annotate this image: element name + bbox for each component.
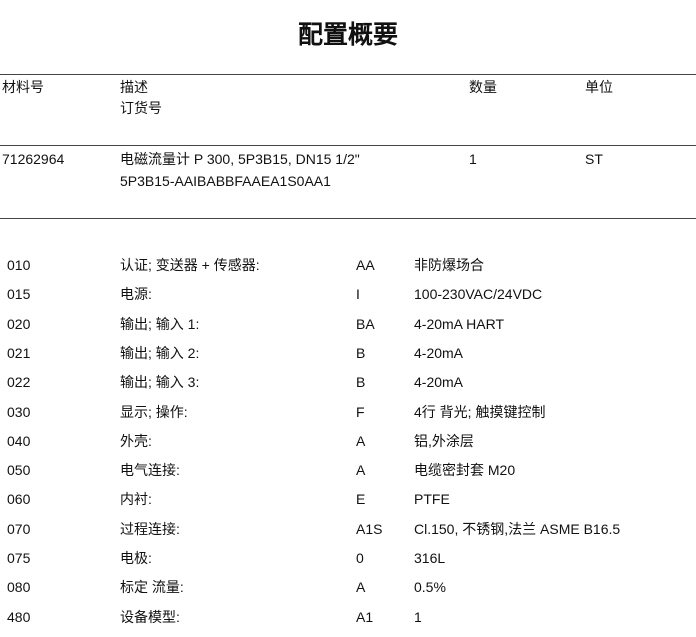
config-row: 010 认证; 变送器 + 传感器: AA 非防爆场合 <box>0 256 696 276</box>
config-position: 021 <box>7 344 31 361</box>
config-position: 015 <box>7 286 31 303</box>
config-feature: 电极: <box>120 550 152 566</box>
config-value: 4-20mA HART <box>414 315 504 332</box>
config-code: AA <box>356 257 375 273</box>
config-position: 050 <box>7 462 31 479</box>
config-row: 021 输出; 输入 2: B 4-20mA <box>0 344 696 364</box>
config-row: 020 输出; 输入 1: BA 4-20mA HART <box>0 315 696 335</box>
config-position: 080 <box>7 579 31 596</box>
item-unit: ST <box>585 151 603 167</box>
config-feature: 内衬: <box>120 491 152 508</box>
config-position: 480 <box>7 608 31 625</box>
config-position: 020 <box>7 315 31 332</box>
header-unit: 单位 <box>585 79 613 95</box>
config-row: 022 输出; 输入 3: B 4-20mA <box>0 373 696 393</box>
config-code: A <box>356 579 366 596</box>
config-feature: 输出; 输入 3: <box>120 374 200 391</box>
config-value: 铝,外涂层 <box>414 432 474 449</box>
header-description: 描述 <box>120 79 148 95</box>
config-feature: 外壳: <box>120 432 152 449</box>
config-code: A <box>356 462 366 479</box>
item-order-code: 5P3B15-AAIBABBFAAEA1S0AA1 <box>120 173 331 189</box>
config-value: 100-230VAC/24VDC <box>414 286 543 303</box>
config-feature: 电源: <box>120 286 152 303</box>
config-value: PTFE <box>414 491 450 508</box>
config-code: B <box>356 344 366 361</box>
config-position: 060 <box>7 491 31 508</box>
config-row: 480 设备模型: A1 1 <box>0 608 696 628</box>
config-value: 非防爆场合 <box>414 257 484 273</box>
config-code: B <box>356 374 366 391</box>
config-value: 0.5% <box>414 579 446 596</box>
config-row: 075 电极: 0 316L <box>0 549 696 569</box>
config-code: A1S <box>356 520 383 537</box>
config-code: A <box>356 432 366 449</box>
header-quantity: 数量 <box>469 79 497 95</box>
config-feature: 过程连接: <box>120 520 180 537</box>
config-feature: 认证; 变送器 + 传感器: <box>120 257 260 273</box>
divider <box>0 218 696 219</box>
header-order-code: 订货号 <box>120 100 162 116</box>
config-row: 050 电气连接: A 电缆密封套 M20 <box>0 461 696 481</box>
config-position: 040 <box>7 432 31 449</box>
config-feature: 输出; 输入 2: <box>120 344 200 361</box>
config-feature: 输出; 输入 1: <box>120 315 200 332</box>
divider <box>0 74 696 75</box>
config-feature: 设备模型: <box>120 608 180 625</box>
config-value: 4-20mA <box>414 344 464 361</box>
config-value: 4-20mA <box>414 374 464 391</box>
config-value: Cl.150, 不锈钢,法兰 ASME B16.5 <box>414 520 621 537</box>
config-row: 015 电源: I 100-230VAC/24VDC <box>0 285 696 305</box>
config-row: 030 显示; 操作: F 4行 背光; 触摸键控制 <box>0 403 696 423</box>
item-description: 电磁流量计 P 300, 5P3B15, DN15 1/2" <box>120 151 360 167</box>
config-row: 080 标定 流量: A 0.5% <box>0 578 696 598</box>
divider <box>0 145 696 146</box>
config-value: 316L <box>414 550 446 566</box>
config-code: A1 <box>356 608 374 625</box>
page-title: 配置概要 <box>297 21 398 49</box>
item-quantity: 1 <box>469 151 477 167</box>
config-position: 070 <box>7 520 31 537</box>
item-material-no: 71262964 <box>2 151 65 167</box>
config-code: BA <box>356 315 375 332</box>
config-row: 060 内衬: E PTFE <box>0 490 696 510</box>
config-code: E <box>356 491 366 508</box>
config-feature: 电气连接: <box>120 462 180 479</box>
config-value: 1 <box>414 608 422 625</box>
config-value: 4行 背光; 触摸键控制 <box>414 403 546 420</box>
header-material-no: 材料号 <box>2 79 44 95</box>
config-value: 电缆密封套 M20 <box>414 462 516 479</box>
config-row: 070 过程连接: A1S Cl.150, 不锈钢,法兰 ASME B16.5 <box>0 520 696 540</box>
config-position: 030 <box>7 403 31 420</box>
config-code: F <box>356 403 365 420</box>
config-feature: 显示; 操作: <box>120 403 188 420</box>
config-code: 0 <box>356 550 364 566</box>
config-position: 022 <box>7 374 31 391</box>
config-position: 010 <box>7 257 31 273</box>
config-row: 040 外壳: A 铝,外涂层 <box>0 432 696 452</box>
config-feature: 标定 流量: <box>120 579 184 596</box>
config-code: I <box>356 286 360 303</box>
config-position: 075 <box>7 550 31 566</box>
